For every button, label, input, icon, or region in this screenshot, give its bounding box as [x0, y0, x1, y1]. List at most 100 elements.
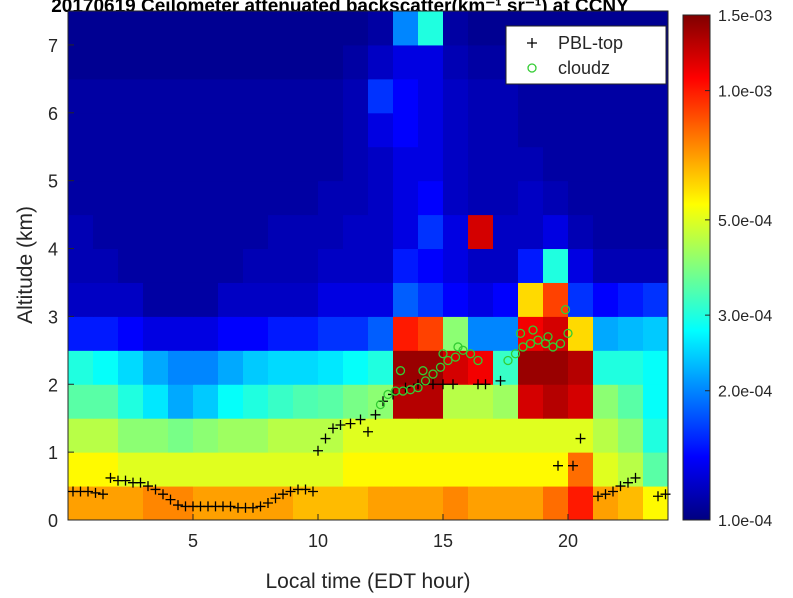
heatmap-cell	[393, 180, 419, 216]
heatmap-cell	[418, 44, 444, 80]
pbl-marker	[255, 501, 266, 512]
colorbar-tick-label: 1.0e-03	[718, 84, 772, 101]
cloud-marker	[503, 355, 513, 366]
heatmap-cell	[93, 316, 119, 351]
heatmap-cell	[318, 78, 344, 114]
heatmap-cell	[593, 112, 619, 148]
heatmap-cell	[118, 112, 144, 148]
heatmap-cell	[418, 486, 444, 521]
heatmap-cell	[543, 384, 569, 419]
heatmap-cell	[93, 248, 119, 283]
pbl-marker	[263, 498, 273, 509]
cloud-marker	[563, 328, 573, 339]
heatmap-cell	[68, 180, 94, 216]
pbl-marker	[480, 379, 491, 390]
heatmap-cell	[418, 112, 444, 148]
pbl-marker	[370, 409, 381, 420]
pbl-marker	[345, 418, 356, 429]
heatmap-cell	[68, 11, 94, 46]
heatmap-cell	[568, 350, 594, 385]
heatmap-cell	[143, 214, 169, 250]
heatmap-cell	[518, 180, 544, 216]
heatmap-cell	[418, 384, 444, 419]
heatmap-cell	[293, 112, 319, 148]
heatmap-cell	[143, 282, 169, 317]
heatmap-cell	[518, 78, 544, 114]
colorbar-tick-label: 3.0e-04	[718, 308, 772, 325]
pbl-marker	[313, 445, 323, 456]
heatmap-cell	[568, 384, 594, 419]
heatmap-cell	[443, 146, 469, 182]
heatmap-cell	[543, 146, 569, 182]
y-tick-label: 2	[48, 375, 58, 395]
heatmap-cell	[418, 316, 444, 351]
cloud-marker	[560, 304, 571, 315]
heatmap-cell	[593, 146, 619, 182]
y-tick-label: 6	[48, 104, 58, 124]
cloud-marker	[420, 376, 431, 386]
cloud-marker	[450, 352, 461, 362]
heatmap-cell	[368, 112, 394, 148]
heatmap-cell	[618, 282, 644, 317]
heatmap-cell	[168, 180, 194, 216]
colorbar-tick-label: 1.5e-03	[718, 8, 772, 25]
cloud-marker	[395, 366, 406, 376]
heatmap-cell	[543, 282, 569, 317]
heatmap-cell	[543, 248, 569, 283]
heatmap-cell	[493, 350, 519, 385]
heatmap-cell	[493, 214, 519, 250]
heatmap-cell	[268, 384, 294, 419]
heatmap-cell	[393, 418, 419, 453]
heatmap-cell	[118, 214, 144, 250]
x-tick-label: 15	[433, 531, 453, 551]
pbl-marker	[363, 426, 373, 437]
heatmap-cell	[368, 418, 394, 453]
heatmap-cell	[318, 350, 344, 385]
pbl-marker	[495, 375, 506, 386]
cloud-marker	[548, 342, 558, 352]
heatmap-cell	[368, 486, 394, 521]
colorbar-tick-label: 2.0e-04	[718, 384, 772, 401]
heatmap-cell	[443, 452, 469, 487]
heatmap-cell	[393, 78, 419, 114]
heatmap-cell	[93, 44, 119, 80]
heatmap-cell	[218, 452, 244, 487]
pbl-marker	[165, 494, 176, 505]
y-tick-label: 5	[48, 172, 58, 192]
x-tick-label: 20	[558, 531, 578, 551]
heatmap-cell	[293, 11, 319, 46]
heatmap-cell	[318, 248, 344, 283]
heatmap-cell	[643, 452, 669, 487]
pbl-marker	[593, 491, 603, 502]
heatmap-cell	[443, 214, 469, 250]
heatmap-cell	[268, 214, 294, 250]
heatmap-cell	[543, 486, 569, 521]
heatmap-cell	[218, 316, 244, 351]
heatmap-cell	[118, 44, 144, 80]
heatmap-cell	[68, 214, 94, 250]
heatmap-cell	[143, 180, 169, 216]
heatmap-cell	[418, 248, 444, 283]
heatmap-cell	[468, 11, 494, 46]
heatmap-cell	[268, 180, 294, 216]
heatmap-cell	[268, 78, 294, 114]
heatmap-cell	[393, 282, 419, 317]
heatmap-cell	[618, 384, 644, 419]
heatmap-cell	[643, 384, 669, 419]
y-tick-label: 4	[48, 240, 58, 260]
heatmap-cell	[318, 486, 344, 521]
heatmap-cell	[193, 180, 219, 216]
heatmap-cell	[468, 350, 494, 385]
heatmap-cell	[643, 418, 669, 453]
heatmap-cell	[393, 146, 419, 182]
heatmap-cell	[243, 452, 269, 487]
pbl-marker	[653, 491, 663, 502]
heatmap-cell	[168, 78, 194, 114]
cloud-marker	[543, 332, 553, 342]
heatmap-cell	[493, 384, 519, 419]
x-tick-label: 10	[308, 531, 328, 551]
heatmap-cell	[468, 112, 494, 148]
heatmap-cell	[618, 214, 644, 250]
heatmap-cell	[218, 384, 244, 419]
heatmap-cell	[243, 316, 269, 351]
